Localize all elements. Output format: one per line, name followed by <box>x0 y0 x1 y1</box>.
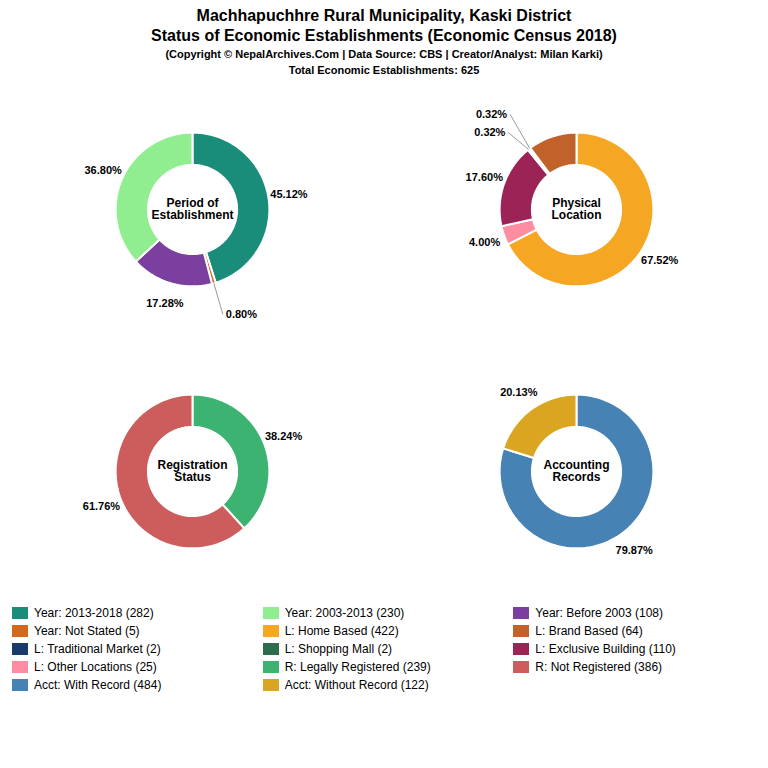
html-text:Year: 2013-2018 (282): Year: 2013-2018 (282) <box>34 606 154 620</box>
html-text:Year: Before 2003 (108): Year: Before 2003 (108) <box>535 606 663 620</box>
html-text:R: Not Registered (386): R: Not Registered (386) <box>535 660 663 674</box>
html-text:L: Other Locations (25): L: Other Locations (25) <box>34 660 157 674</box>
html-text:L: Shopping Mall (2): L: Shopping Mall (2) <box>284 642 392 656</box>
svg-text:AccountingRecords: AccountingRecords <box>544 458 610 484</box>
svg-text:61.76%: 61.76% <box>83 500 121 512</box>
html-text:Acct: Without Record (122): Acct: Without Record (122) <box>284 678 429 692</box>
html-text:Machhapuchhre Rural Municipali: Machhapuchhre Rural Municipality, Kaski … <box>196 7 572 24</box>
svg-text:PhysicalLocation: PhysicalLocation <box>552 196 602 222</box>
html-text:L: Exclusive Building (110): L: Exclusive Building (110) <box>535 642 676 656</box>
svg-text:0.32%: 0.32% <box>474 126 505 138</box>
html-text:L: Home Based (422): L: Home Based (422) <box>284 624 399 638</box>
svg-text:38.24%: 38.24% <box>265 430 303 442</box>
html-text:(Copyright © NepalArchives.Com: (Copyright © NepalArchives.Com | Data So… <box>165 48 603 60</box>
html-text:Acct: With Record (484): Acct: With Record (484) <box>34 678 162 692</box>
html-text:R: Legally Registered (239): R: Legally Registered (239) <box>284 660 431 674</box>
svg-text:67.52%: 67.52% <box>641 254 679 266</box>
svg-text:0.80%: 0.80% <box>226 308 257 320</box>
svg-text:20.13%: 20.13% <box>500 386 538 398</box>
svg-text:RegistrationStatus: RegistrationStatus <box>157 458 227 484</box>
svg-text:Period ofEstablishment: Period ofEstablishment <box>151 196 233 222</box>
svg-text:17.28%: 17.28% <box>146 297 184 309</box>
html-text:Total Economic Establishments:: Total Economic Establishments: 625 <box>288 64 480 76</box>
html-text:Year: 2003-2013 (230): Year: 2003-2013 (230) <box>284 606 405 620</box>
svg-text:79.87%: 79.87% <box>616 544 654 556</box>
svg-text:0.32%: 0.32% <box>476 108 507 120</box>
html-text:Year: Not Stated (5): Year: Not Stated (5) <box>34 624 140 638</box>
html-text:Status of Economic Establishme: Status of Economic Establishments (Econo… <box>151 27 617 44</box>
svg-text:45.12%: 45.12% <box>270 188 308 200</box>
svg-text:36.80%: 36.80% <box>84 164 122 176</box>
svg-text:17.60%: 17.60% <box>466 171 504 183</box>
html-text:L: Brand Based (64): L: Brand Based (64) <box>535 624 643 638</box>
html-text:L: Traditional Market (2): L: Traditional Market (2) <box>34 642 161 656</box>
svg-text:4.00%: 4.00% <box>469 236 500 248</box>
